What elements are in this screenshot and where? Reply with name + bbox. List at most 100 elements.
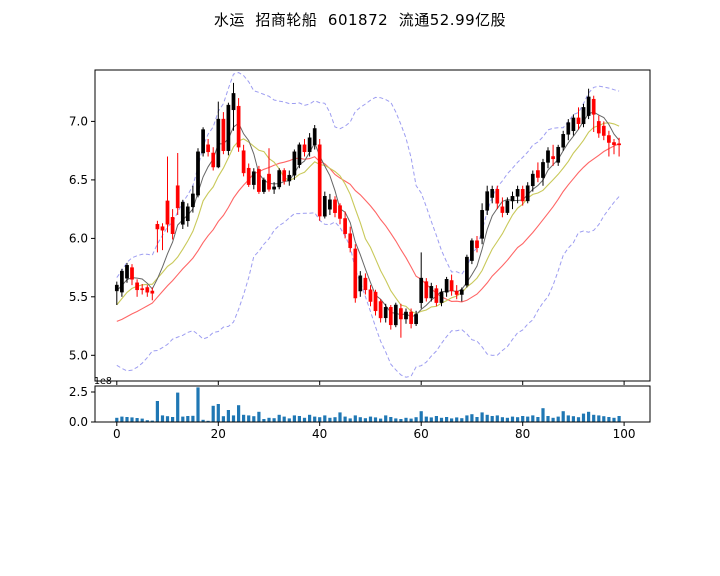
candle xyxy=(120,268,124,297)
candle xyxy=(125,262,129,283)
candle xyxy=(470,238,474,265)
volume-bar xyxy=(424,416,428,422)
candle xyxy=(358,271,363,297)
volume-bar xyxy=(592,414,596,422)
candle xyxy=(409,308,413,329)
candle xyxy=(302,139,307,157)
volume-bar xyxy=(516,417,520,422)
candle xyxy=(348,226,353,253)
volume-bar xyxy=(115,417,119,422)
volume-bar xyxy=(226,410,230,422)
volume-bar xyxy=(485,414,489,422)
price-axis-ticks: 5.0 5.5 6.0 6.5 7.0 xyxy=(69,114,95,362)
price-panel-border xyxy=(94,69,651,382)
candle xyxy=(257,165,261,194)
volume-bar xyxy=(328,417,332,422)
volume-bar xyxy=(521,416,525,422)
candle xyxy=(551,144,555,166)
volume-bar xyxy=(439,417,444,422)
candle xyxy=(607,130,611,157)
candle xyxy=(485,185,490,215)
candle xyxy=(185,203,190,227)
candle xyxy=(490,185,495,204)
price-tick-label: 5.5 xyxy=(69,290,88,304)
volume-bar xyxy=(242,414,246,422)
volume-bar xyxy=(490,416,494,422)
volume-bar xyxy=(125,417,129,422)
candle xyxy=(495,185,500,210)
volume-panel xyxy=(115,387,621,422)
volume-bar xyxy=(500,417,504,422)
volume-bar xyxy=(221,416,225,422)
candle xyxy=(571,114,576,136)
volume-bar xyxy=(581,413,586,422)
candle xyxy=(287,170,292,186)
volume-bar xyxy=(399,419,403,422)
candle xyxy=(216,101,221,169)
candle xyxy=(419,252,424,309)
volume-tick-label: 0.0 xyxy=(69,415,88,429)
volume-bar xyxy=(475,417,479,422)
volume-bar xyxy=(165,416,170,422)
volume-bar xyxy=(602,416,606,422)
candle xyxy=(617,137,621,157)
candle xyxy=(459,287,464,302)
candle xyxy=(292,149,297,180)
volume-bar xyxy=(145,420,149,422)
candle xyxy=(541,158,545,186)
volume-bar xyxy=(363,418,367,422)
candle xyxy=(145,285,150,297)
candle xyxy=(201,127,205,157)
volume-bar xyxy=(262,419,266,422)
volume-bar xyxy=(587,411,591,422)
volume-bar xyxy=(551,417,555,422)
volume-bar xyxy=(196,387,200,422)
volume-bar xyxy=(277,414,281,422)
volume-offset-label: 1e8 xyxy=(94,376,112,387)
volume-bar xyxy=(460,418,464,422)
candle xyxy=(277,168,282,190)
volume-bar xyxy=(171,417,175,422)
bollinger-upper-band xyxy=(116,72,620,278)
volume-bar xyxy=(181,416,185,422)
candle xyxy=(576,107,581,130)
candle xyxy=(525,182,530,204)
candle xyxy=(383,303,388,323)
candle xyxy=(155,220,160,253)
candle xyxy=(581,103,586,128)
volume-bar xyxy=(287,418,291,422)
price-tick-label: 6.0 xyxy=(69,231,88,245)
volume-bar xyxy=(318,417,322,422)
candle xyxy=(135,279,139,297)
candle xyxy=(515,185,520,204)
volume-bar xyxy=(272,418,276,422)
candle xyxy=(586,88,591,120)
volume-bar xyxy=(140,418,144,422)
price-tick-label: 5.0 xyxy=(69,348,88,362)
chart-title: 水运 招商轮船 601872 流通52.99亿股 xyxy=(213,11,507,29)
volume-bar xyxy=(617,416,621,422)
volume-bar xyxy=(404,417,408,422)
volume-bar xyxy=(429,417,433,422)
volume-bar xyxy=(576,417,581,422)
volume-bar xyxy=(470,414,474,422)
volume-bar xyxy=(130,417,134,422)
candle xyxy=(591,95,596,132)
candle xyxy=(221,112,226,155)
candle xyxy=(500,197,505,218)
price-tick-label: 6.5 xyxy=(69,173,88,187)
volume-bar xyxy=(297,416,301,422)
candle xyxy=(236,98,241,152)
candle xyxy=(312,125,317,150)
candle xyxy=(338,203,342,225)
volume-bar xyxy=(526,416,530,422)
volume-bar xyxy=(379,418,383,422)
volume-bar xyxy=(237,405,241,422)
volume-bar xyxy=(292,415,296,422)
candle xyxy=(434,285,439,307)
candle xyxy=(561,130,566,151)
candle xyxy=(520,185,525,206)
volume-bar xyxy=(358,417,362,422)
